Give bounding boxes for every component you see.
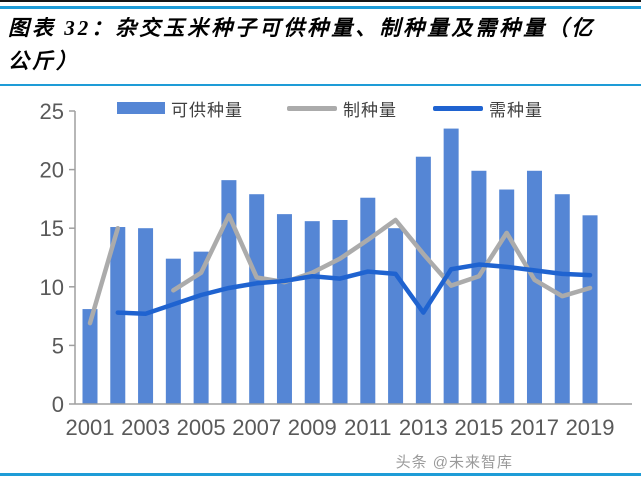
line-seed-production	[87, 225, 121, 326]
top-border-rule	[0, 0, 641, 2]
legend-swatch-seed-production-line-icon	[287, 105, 337, 111]
line-seed-production	[171, 213, 593, 299]
legend-item-seed-production: 制种量	[287, 96, 397, 121]
x-tick-label-2011: 2011	[344, 415, 391, 440]
x-tick-label-2013: 2013	[399, 415, 448, 440]
x-tick-label-2003: 2003	[121, 415, 170, 440]
bar-2002	[110, 227, 126, 404]
x-tick-label-2019: 2019	[566, 415, 615, 440]
bar-2004	[165, 258, 181, 404]
bar-2011	[360, 197, 376, 404]
bottom-rule	[0, 473, 641, 476]
x-tick-label-2015: 2015	[454, 415, 503, 440]
y-tick-label-25: 25	[40, 99, 64, 124]
x-tick-label-2001: 2001	[66, 415, 115, 440]
x-tick-label-2017: 2017	[510, 415, 559, 440]
bar-2005	[193, 251, 209, 404]
legend-label-seed-production: 制种量	[343, 100, 397, 120]
bar-2009	[304, 221, 320, 404]
bar-2019	[582, 215, 598, 404]
legend-label-seed-demand: 需种量	[489, 100, 543, 120]
chart-legend: 可供种量 制种量 需种量	[0, 96, 641, 121]
x-tick-label-2009: 2009	[288, 415, 337, 440]
bar-2014	[443, 128, 459, 404]
bar-2015	[471, 170, 487, 404]
legend-label-available-seed: 可供种量	[171, 100, 243, 120]
bar-2007	[249, 194, 265, 404]
bar-2017	[526, 170, 542, 404]
y-tick-label-20: 20	[40, 158, 64, 183]
x-tick-label-2007: 2007	[232, 415, 281, 440]
bar-2010	[332, 219, 348, 404]
bar-2001	[82, 309, 98, 404]
x-tick-label-2005: 2005	[177, 415, 226, 440]
bar-2018	[554, 194, 570, 404]
legend-swatch-available-seed-bar-icon	[117, 102, 165, 114]
figure-title-line2: 公斤）	[8, 49, 80, 73]
figure-title-line1: 图表 32：杂交玉米种子可供种量、制种量及需种量（亿	[8, 16, 596, 40]
legend-swatch-seed-demand-line-icon	[433, 105, 483, 111]
bar-2003	[138, 228, 154, 404]
bar-2006	[221, 180, 237, 404]
legend-item-seed-demand: 需种量	[433, 96, 543, 121]
y-tick-label-5: 5	[52, 333, 64, 358]
bar-2016	[499, 189, 515, 404]
title-rule-bottom	[0, 84, 641, 86]
y-tick-label-0: 0	[52, 392, 64, 417]
bar-2012	[388, 228, 404, 404]
bar-2008	[276, 214, 292, 404]
line-seed-demand	[115, 262, 593, 317]
legend-item-available-seed: 可供种量	[117, 96, 243, 121]
y-tick-label-15: 15	[40, 216, 64, 241]
title-rule-top	[0, 6, 641, 9]
bar-2013	[415, 156, 431, 404]
page-title: 图表 32：杂交玉米种子可供种量、制种量及需种量（亿 公斤）	[8, 12, 638, 78]
y-tick-label-10: 10	[40, 275, 64, 300]
watermark: 头条 @未来智库	[395, 454, 513, 471]
chart-area: 0 5 10 15 20 25 2001 2003 2005 2007 2009 2011 2013 20…	[0, 90, 641, 460]
